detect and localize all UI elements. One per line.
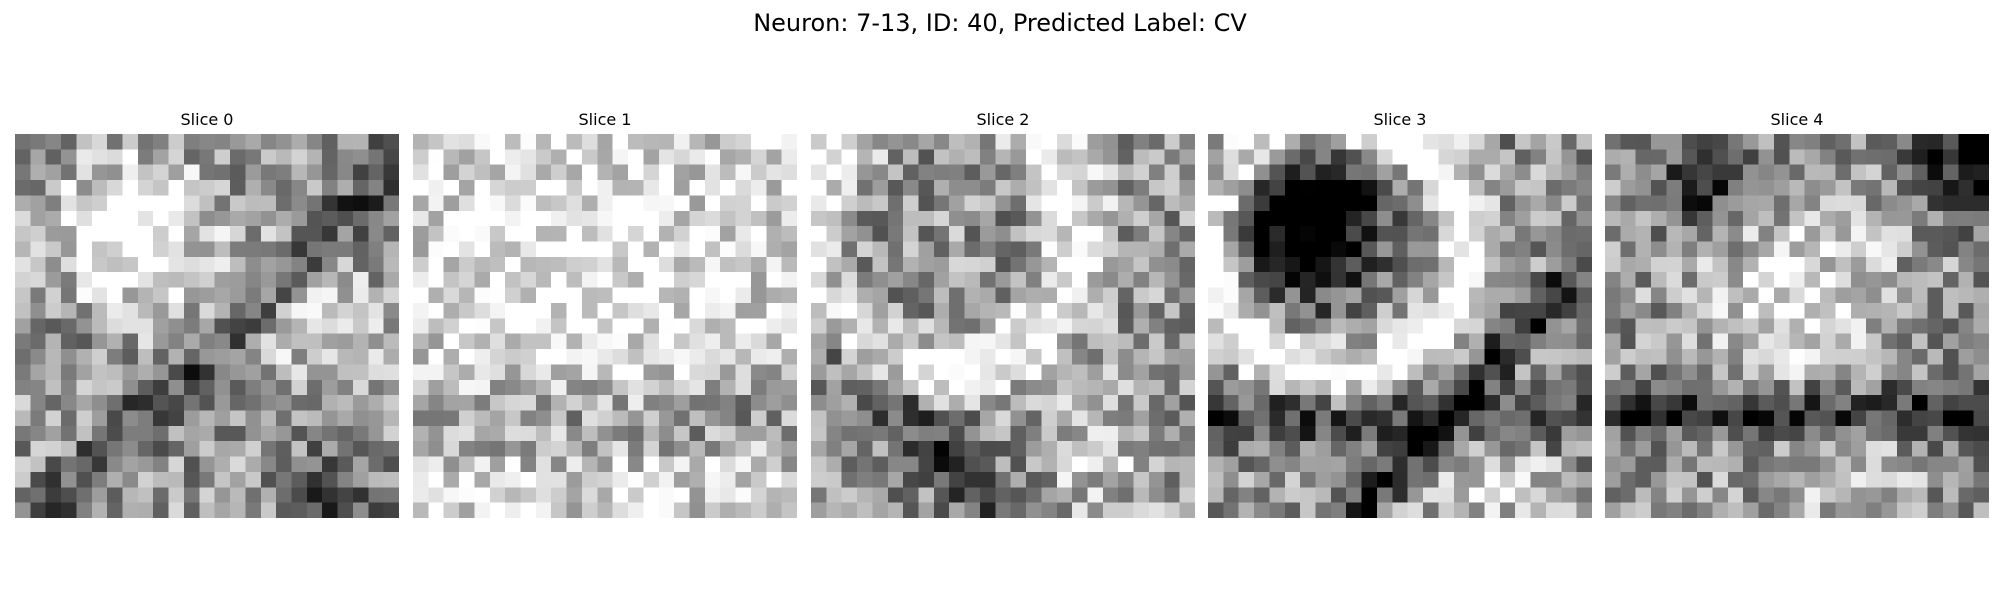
slice-image-0 <box>15 134 399 518</box>
slice-image-3 <box>1208 134 1592 518</box>
slice-image-4 <box>1605 134 1989 518</box>
slice-image-1 <box>413 134 797 518</box>
slice-title-2: Slice 2 <box>976 110 1030 129</box>
slice-title-3: Slice 3 <box>1373 110 1427 129</box>
slice-title-0: Slice 0 <box>180 110 234 129</box>
slice-title-4: Slice 4 <box>1770 110 1824 129</box>
slice-title-1: Slice 1 <box>578 110 632 129</box>
slice-image-2 <box>811 134 1195 518</box>
figure-title: Neuron: 7-13, ID: 40, Predicted Label: C… <box>753 9 1247 37</box>
